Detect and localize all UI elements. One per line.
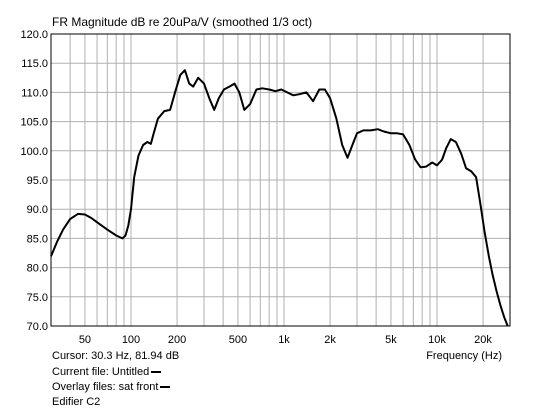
y-tick-label: 90.0	[27, 204, 48, 216]
plot-frame	[50, 33, 511, 327]
x-tick-label: 5k	[385, 334, 397, 346]
overlay-file-swatch	[160, 386, 171, 389]
x-tick-label: 100	[122, 334, 140, 346]
x-axis-label: Frequency (Hz)	[426, 350, 502, 362]
response-curve	[50, 69, 509, 327]
y-tick-label: 115.0	[21, 58, 48, 70]
y-tick-label: 120.0	[20, 29, 48, 41]
current-file-label: Current file: Untitled	[52, 366, 162, 378]
y-tick-label: 110.0	[21, 87, 48, 99]
y-tick-label: 105.0	[20, 117, 48, 129]
y-tick-label: 80.0	[27, 263, 48, 275]
y-tick-label: 85.0	[27, 233, 48, 245]
cursor-readout: Cursor: 30.3 Hz, 81.94 dB	[52, 350, 180, 362]
x-tick-label: 20k	[474, 334, 492, 346]
x-tick-label: 2k	[324, 334, 336, 346]
x-tick-label: 500	[229, 334, 247, 346]
y-tick-label: 75.0	[27, 292, 48, 304]
x-tick-label: 50	[79, 334, 91, 346]
y-tick-label: 100.0	[20, 146, 48, 158]
x-tick-label: 1k	[278, 334, 290, 346]
y-tick-label: 70.0	[27, 321, 48, 333]
overlay-files-label: Overlay files: sat front	[52, 381, 171, 393]
overlay-files-text: Overlay files: sat front	[52, 381, 159, 393]
caption: Edifier C2	[52, 396, 101, 408]
current-file-text: Current file: Untitled	[52, 366, 150, 378]
current-file-swatch	[151, 371, 162, 374]
chart-title: FR Magnitude dB re 20uPa/V (smoothed 1/3…	[52, 15, 313, 29]
y-tick-label: 95.0	[27, 175, 48, 187]
x-tick-label: 200	[168, 334, 186, 346]
x-tick-label: 10k	[428, 334, 446, 346]
